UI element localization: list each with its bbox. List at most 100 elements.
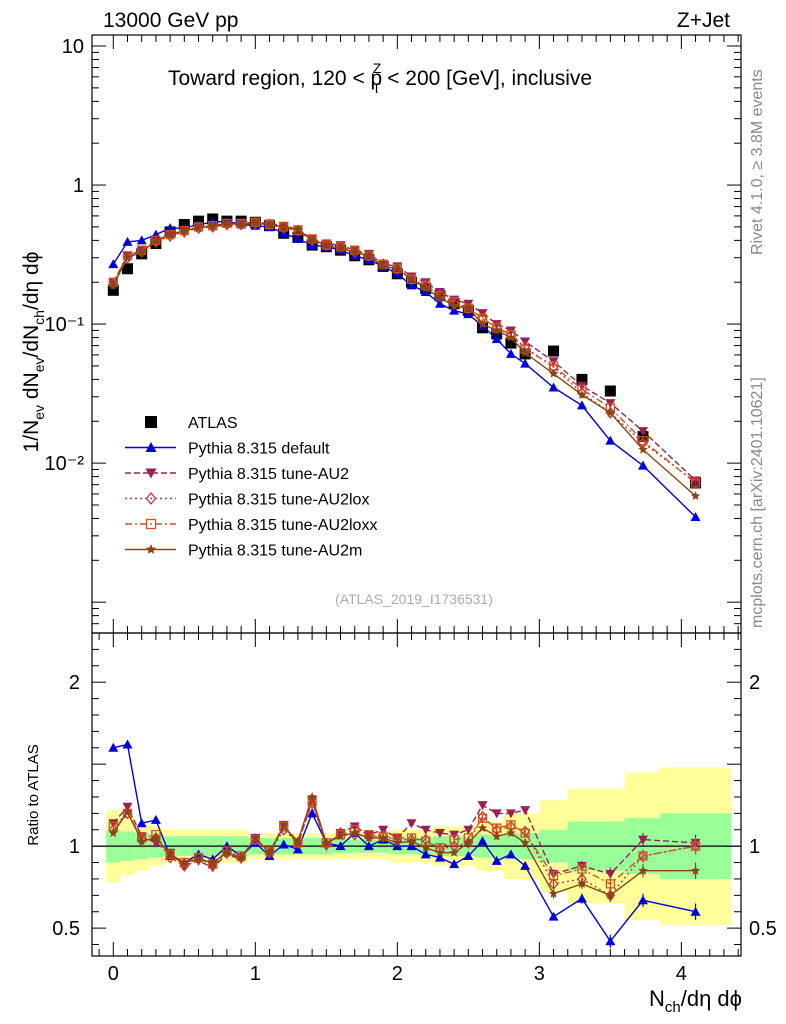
data-point-square-open bbox=[548, 871, 559, 881]
data-point-star bbox=[279, 821, 289, 831]
data-point-star bbox=[108, 828, 119, 838]
data-point-star bbox=[477, 319, 488, 329]
ratio-y-tick-label-right: 0.5 bbox=[749, 918, 777, 940]
x-axis-label: Nch/dη dϕ bbox=[649, 986, 742, 1016]
data-point-star bbox=[136, 836, 147, 846]
data-point-star bbox=[122, 806, 133, 816]
main-y-axis-ticks: 10 1 10⁻¹ 10⁻² bbox=[45, 35, 741, 634]
data-point-square-open bbox=[378, 831, 388, 841]
data-point-square bbox=[122, 263, 134, 275]
data-point-star bbox=[463, 303, 474, 313]
series-line bbox=[112, 221, 697, 484]
data-point-star bbox=[250, 832, 261, 842]
data-point-triangle-up bbox=[392, 841, 403, 851]
data-point-star bbox=[492, 831, 502, 841]
ratio-panel: 0.5 0.5 1 1 2 2 0 1 2 3 4 bbox=[52, 632, 777, 985]
main-series-layer bbox=[107, 213, 702, 521]
data-point-triangle-up bbox=[690, 511, 701, 521]
data-point-triangle-down bbox=[349, 822, 360, 832]
data-point-square-open bbox=[690, 478, 701, 488]
data-point-triangle-up bbox=[165, 223, 176, 233]
data-point-diamond-open bbox=[108, 277, 119, 290]
data-point-square-open bbox=[264, 846, 275, 856]
data-point-square bbox=[576, 373, 588, 385]
data-point-square-open bbox=[605, 879, 615, 889]
data-point-triangle-down bbox=[378, 825, 389, 835]
legend: ATLAS Pythia 8.315 default Pythia 8.315 tu… bbox=[125, 415, 377, 560]
data-point-star bbox=[638, 444, 648, 454]
data-point-triangle-up bbox=[576, 400, 587, 410]
data-point-star bbox=[690, 865, 701, 875]
legend-entry: Pythia 8.315 tune-AU2 bbox=[125, 466, 349, 483]
data-point-triangle-up bbox=[520, 358, 531, 368]
x-tick-label: 2 bbox=[392, 963, 403, 985]
data-point-triangle-down bbox=[605, 870, 616, 880]
data-point-square-open bbox=[477, 813, 488, 823]
x-tick-label: 0 bbox=[108, 963, 119, 985]
data-point-star bbox=[577, 389, 587, 399]
data-point-triangle-up bbox=[136, 818, 147, 828]
data-point-diamond-open bbox=[145, 491, 157, 506]
data-point-star bbox=[136, 247, 147, 256]
ratio-series-pythia-8-315-tune-au2m bbox=[108, 792, 701, 902]
data-point-triangle-up bbox=[434, 852, 445, 862]
data-point-star bbox=[208, 220, 218, 230]
main-panel: 10 1 10⁻¹ 10⁻² bbox=[45, 34, 742, 634]
data-point-star bbox=[605, 890, 616, 900]
data-point-square bbox=[604, 385, 616, 397]
data-point-diamond-open bbox=[491, 321, 502, 334]
data-point-star bbox=[421, 283, 431, 293]
data-point-star bbox=[477, 823, 488, 833]
data-point-square-open bbox=[193, 852, 204, 863]
main-y-tick-label: 10 bbox=[62, 36, 84, 58]
legend-entry: Pythia 8.315 tune-AU2m bbox=[125, 543, 362, 560]
data-point-triangle-down bbox=[638, 427, 649, 437]
ratio-y-tick-label-left: 1 bbox=[69, 836, 80, 858]
mcplots-label: mcplots.cern.ch [arXiv:2401.10621] bbox=[749, 377, 766, 628]
data-point-star bbox=[122, 252, 133, 262]
data-point-triangle-up bbox=[145, 442, 157, 452]
data-point-star bbox=[321, 240, 332, 250]
data-point-star bbox=[605, 407, 616, 417]
data-point-star bbox=[307, 235, 317, 245]
data-point-star bbox=[145, 544, 157, 554]
data-point-triangle-down bbox=[420, 278, 431, 288]
data-point-star bbox=[406, 274, 417, 284]
data-point-triangle-up bbox=[463, 850, 474, 860]
legend-entry: Pythia 8.315 default bbox=[125, 441, 330, 458]
legend-entry: ATLAS bbox=[145, 415, 238, 432]
data-point-star bbox=[548, 888, 559, 898]
data-point-star bbox=[179, 225, 190, 235]
data-point-triangle-up bbox=[349, 250, 360, 260]
data-point-triangle-up bbox=[108, 259, 119, 269]
data-point-triangle-down bbox=[292, 840, 303, 850]
data-point-square bbox=[145, 416, 157, 428]
data-point-triangle-down bbox=[520, 806, 531, 816]
plot-title: Toward region, 120 < pTZ < 200 [GeV], in… bbox=[168, 60, 592, 96]
data-point-triangle-up bbox=[434, 298, 445, 308]
data-point-star bbox=[236, 852, 246, 862]
ratio-plot-frame bbox=[91, 632, 742, 957]
data-point-star bbox=[350, 247, 360, 256]
data-point-diamond-open bbox=[335, 240, 346, 253]
data-point-square-open bbox=[449, 834, 459, 845]
data-point-triangle-up bbox=[420, 287, 431, 297]
ratio-y-tick-label-left: 0.5 bbox=[52, 918, 80, 940]
data-point-diamond-open bbox=[307, 797, 317, 810]
data-point-star bbox=[321, 837, 332, 847]
data-point-star bbox=[506, 828, 516, 838]
main-y-tick-label: 10⁻² bbox=[45, 453, 85, 475]
data-point-star bbox=[520, 347, 530, 357]
data-point-star bbox=[364, 832, 374, 842]
legend-label: ATLAS bbox=[188, 415, 238, 432]
main-y-tick-label: 1 bbox=[73, 175, 84, 197]
analysis-id-label: (ATLAS_2019_I1736531) bbox=[335, 591, 493, 607]
legend-label: Pythia 8.315 tune-AU2loxx bbox=[188, 517, 377, 534]
data-point-square bbox=[505, 337, 517, 349]
main-y-tick-label: 10⁻¹ bbox=[45, 314, 85, 336]
data-point-triangle-down bbox=[434, 288, 445, 298]
data-point-star bbox=[435, 292, 445, 302]
data-point-square-open bbox=[638, 851, 648, 861]
data-point-triangle-up bbox=[605, 435, 616, 445]
